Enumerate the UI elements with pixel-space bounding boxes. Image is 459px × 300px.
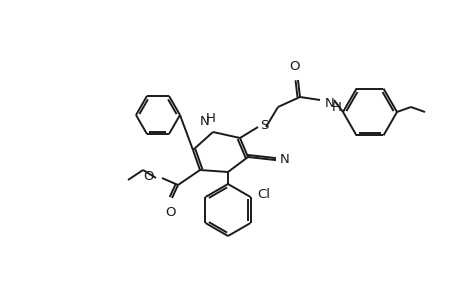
Text: N: N	[280, 152, 289, 166]
Text: N: N	[200, 115, 209, 128]
Text: S: S	[259, 118, 268, 131]
Text: O: O	[165, 206, 176, 219]
Text: N: N	[325, 97, 334, 110]
Text: O: O	[143, 169, 154, 182]
Text: H: H	[331, 100, 341, 113]
Text: H: H	[206, 112, 215, 125]
Text: O: O	[289, 60, 300, 73]
Text: Cl: Cl	[257, 188, 270, 202]
